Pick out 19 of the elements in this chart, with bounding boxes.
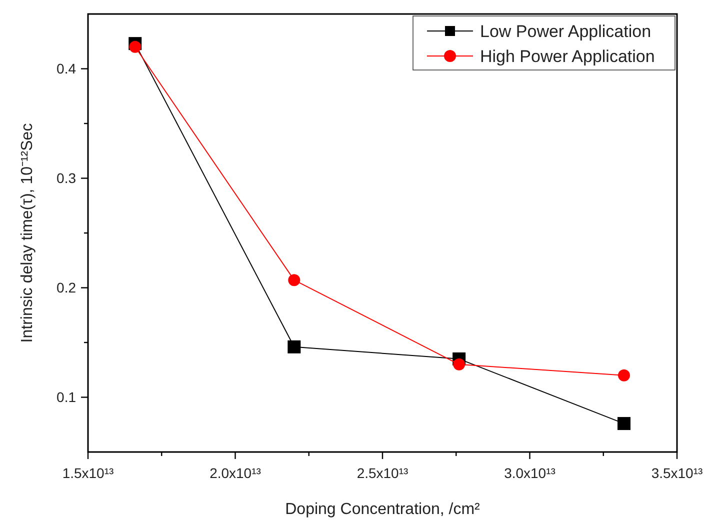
x-tick-label: 3.5x10¹³ [651, 465, 704, 481]
y-tick-label: 0.3 [56, 170, 76, 186]
x-tick-label: 2.0x10¹³ [210, 465, 262, 481]
x-tick-label: 1.5x10¹³ [62, 465, 114, 481]
y-tick-label: 0.1 [56, 389, 76, 406]
x-axis-title: Doping Concentration, /cm² [285, 501, 481, 518]
point [453, 358, 466, 370]
point [129, 40, 142, 53]
legend-label: Low Power Application [480, 22, 652, 41]
legend-label: High Power Application [480, 46, 655, 66]
x-tick-label: 2.5x10¹³ [356, 465, 409, 481]
point [288, 340, 301, 354]
x-tick-label: 3.0x10¹³ [504, 465, 556, 481]
y-tick-label: 0.4 [56, 60, 76, 77]
y-tick-label: 0.2 [56, 280, 76, 296]
point [617, 417, 630, 430]
point [288, 274, 300, 286]
point [618, 369, 630, 382]
y-axis-title: Intrinsic delay time(τ), 10⁻¹²Sec [19, 123, 36, 343]
